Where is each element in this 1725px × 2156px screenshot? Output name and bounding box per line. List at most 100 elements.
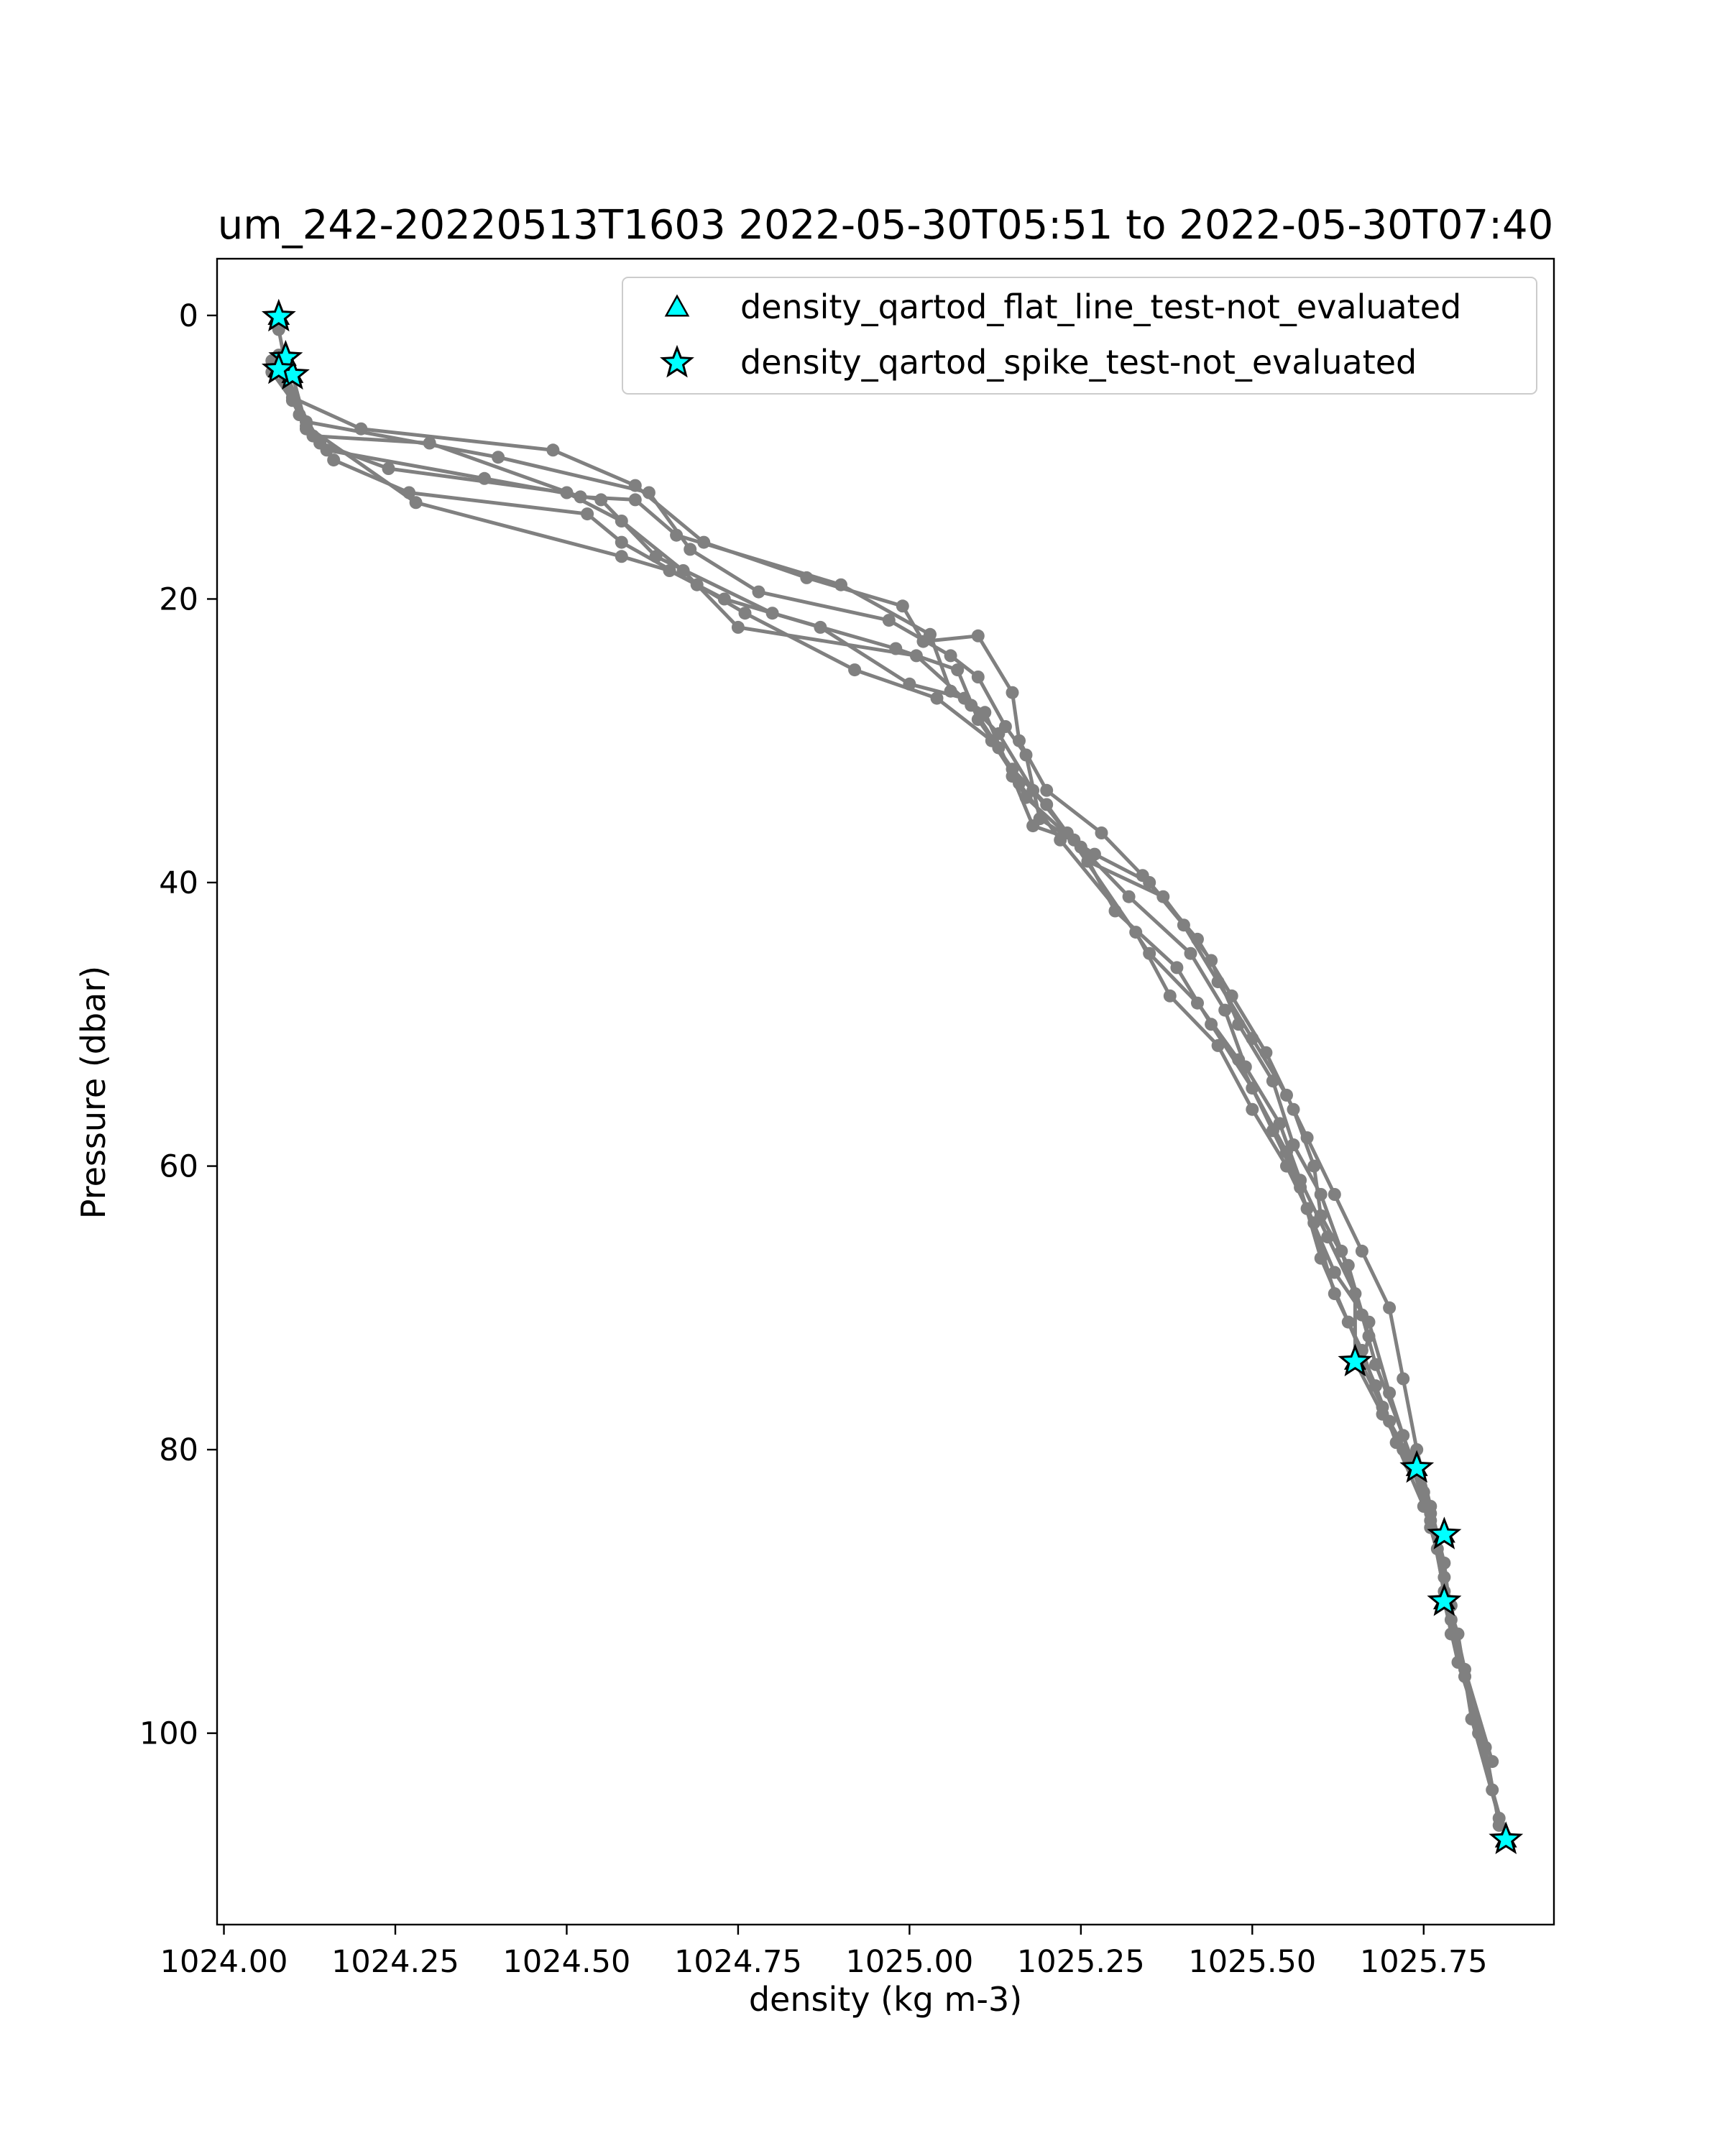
y-tick-label: 80	[159, 1432, 198, 1468]
profile-point	[944, 649, 957, 663]
profile-point	[1122, 890, 1136, 903]
profile-point	[1307, 1159, 1321, 1173]
legend-triangle-marker	[664, 294, 690, 317]
profile-point	[1019, 748, 1033, 762]
x-tick-label: 1024.50	[503, 1944, 631, 1980]
profile-point	[1458, 1662, 1471, 1676]
profile-point	[300, 419, 313, 433]
profile-point	[1444, 1627, 1458, 1641]
profile-point	[1060, 826, 1074, 839]
profile-point	[848, 663, 862, 677]
profile-point	[1026, 819, 1040, 833]
y-tick-label: 60	[159, 1149, 198, 1185]
profile-point	[1287, 1102, 1300, 1116]
profile-point	[1355, 1244, 1368, 1258]
profile-point	[1328, 1188, 1341, 1201]
profile-point	[1314, 1251, 1328, 1265]
profile-point	[971, 671, 985, 683]
profile-point	[1232, 1053, 1246, 1067]
profile-point	[903, 677, 916, 691]
profile-point	[663, 564, 676, 577]
legend-label-spike: density_qartod_spike_test-not_evaluated	[740, 343, 1417, 382]
profile-point	[882, 614, 896, 627]
profile-point	[1492, 1818, 1506, 1832]
profile-point	[1191, 996, 1204, 1010]
profile-point	[1383, 1386, 1397, 1400]
legend: density_qartod_flat_line_test-not_evalua…	[622, 277, 1537, 395]
triangle-marker-icon	[664, 294, 690, 317]
profile-point	[1335, 1244, 1348, 1258]
profile-point	[615, 515, 628, 528]
profile-point	[1095, 826, 1108, 839]
y-tick-label: 100	[139, 1716, 198, 1752]
profile-point	[327, 453, 341, 467]
profile-point	[1266, 1074, 1279, 1088]
profile-point	[834, 578, 847, 591]
profile-point	[1013, 776, 1026, 790]
x-tick-label: 1025.50	[1188, 1944, 1316, 1980]
axes-frame	[216, 257, 1555, 1926]
profile-line	[290, 373, 1426, 1508]
profile-point	[752, 585, 765, 599]
profile-point	[642, 486, 656, 499]
spike-flag-marker	[1399, 1450, 1435, 1483]
x-tick-label: 1025.00	[845, 1944, 973, 1980]
profile-point	[1205, 954, 1218, 967]
profile-point	[924, 627, 937, 641]
profile-point	[814, 620, 827, 634]
profile-point	[1156, 890, 1170, 903]
spike-flag-marker	[1427, 1583, 1462, 1616]
profile-point	[1383, 1301, 1397, 1314]
profile-point	[560, 486, 574, 499]
x-tick-label: 1025.75	[1360, 1944, 1488, 1980]
profile-point	[423, 436, 436, 450]
profile-point	[1341, 1315, 1355, 1329]
profile-point	[1397, 1372, 1410, 1386]
profile-point	[1218, 1003, 1232, 1017]
profile-point	[492, 451, 505, 464]
y-tick-label: 0	[179, 298, 198, 334]
profile-point	[581, 507, 594, 521]
profile-point	[1232, 1018, 1246, 1031]
profile-point	[1328, 1266, 1341, 1279]
profile-point	[1026, 783, 1040, 797]
x-tick-label: 1024.75	[674, 1944, 802, 1980]
profile-point	[1266, 1124, 1279, 1138]
profile-point	[594, 493, 608, 507]
legend-label-flat-line: density_qartod_flat_line_test-not_evalua…	[740, 287, 1461, 326]
x-axis: 1024.00 1024.25 1024.50 1024.75 1025.00 1025.…	[160, 1925, 1488, 1980]
profile-point	[1040, 783, 1054, 797]
profile-point	[1006, 686, 1019, 699]
profile-point	[1259, 1046, 1273, 1059]
profile-point	[684, 543, 697, 556]
spike-flag-marker	[261, 298, 296, 332]
profile-point	[909, 649, 923, 663]
profile-point	[409, 496, 423, 510]
legend-star-marker	[660, 344, 694, 378]
profile-point	[1369, 1379, 1382, 1393]
profile-point	[992, 727, 1006, 740]
profile-point	[957, 691, 971, 705]
profile-point	[1389, 1436, 1403, 1450]
profile-point	[1246, 1102, 1259, 1116]
profile-point	[738, 607, 752, 620]
profile-point	[1362, 1315, 1376, 1329]
profile-point	[546, 443, 560, 457]
profile-point	[1417, 1500, 1430, 1513]
profile-point	[951, 663, 965, 677]
y-axis-label: Pressure (dbar)	[74, 966, 113, 1219]
spike-flag-marker	[1427, 1516, 1462, 1549]
profile-point	[1211, 1038, 1225, 1052]
profile-point	[930, 691, 944, 705]
y-tick-label: 40	[159, 865, 198, 901]
y-axis: 0 20 40 60 80 100	[139, 298, 217, 1752]
profile-point	[1294, 1181, 1307, 1194]
profile-series	[279, 361, 1499, 1769]
profile-point	[615, 535, 628, 549]
profile-point	[896, 599, 909, 613]
profile-point	[1321, 1230, 1335, 1244]
spike-flag-marker	[1489, 1821, 1524, 1854]
y-tick-label: 20	[159, 581, 198, 617]
plot-area	[261, 298, 1524, 1854]
